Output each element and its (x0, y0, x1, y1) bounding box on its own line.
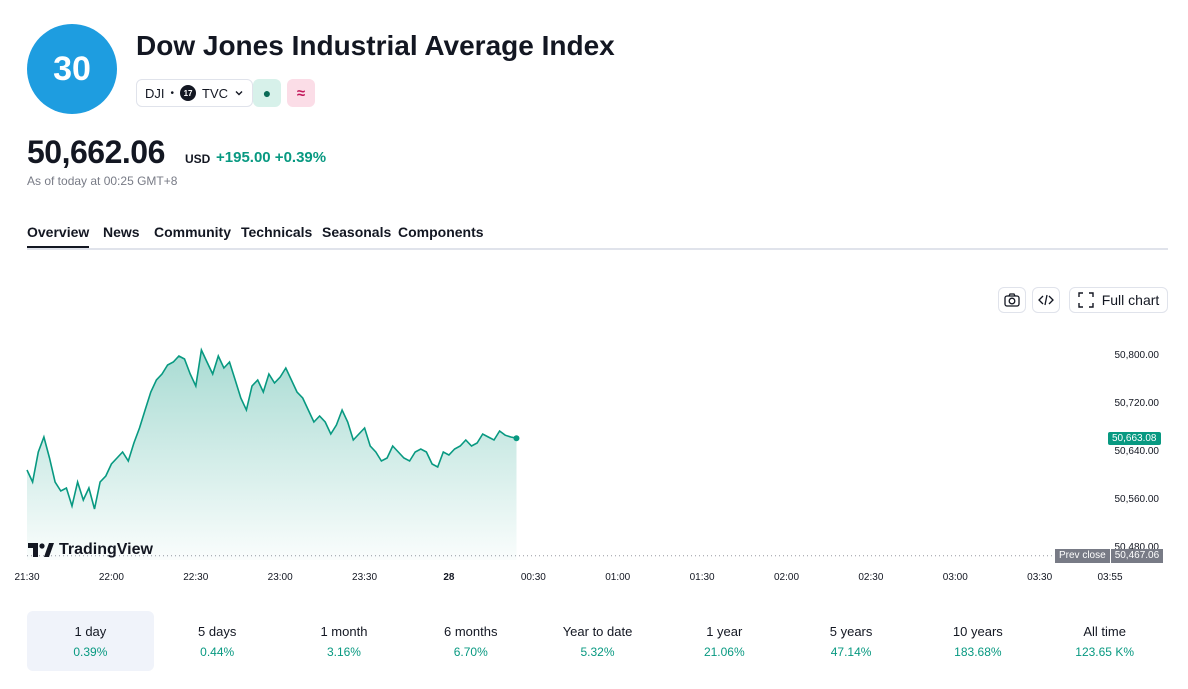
period-label: 1 year (706, 623, 743, 639)
period-label: 5 years (829, 623, 873, 639)
period-change-value: 47.14% (830, 644, 872, 659)
exchange-label: TVC (202, 85, 229, 101)
current-price: 50,662.06 (27, 134, 165, 170)
index-logo-badge: 30 (27, 24, 117, 114)
period-change-value: 3.16% (326, 644, 361, 659)
period-change-value: 21.06% (703, 644, 745, 659)
separator-dot-icon: • (170, 87, 175, 99)
x-axis-tick-label: 28 (443, 572, 455, 583)
price-currency: USD (185, 152, 211, 166)
x-axis-tick-label: 00:30 (520, 572, 546, 583)
tradingview-watermark: TradingView (28, 541, 153, 559)
x-axis-tick-label: 02:00 (773, 572, 800, 583)
period-label: 1 month (320, 623, 368, 639)
x-axis-tick-label: 21:30 (14, 572, 40, 583)
symbol-exchange-selector[interactable]: DJI • 17 TVC (136, 79, 254, 107)
y-axis-tick-label: 50,720.00 (1114, 398, 1160, 409)
period-button[interactable]: 6 months 6.70% (407, 611, 534, 671)
prev-close-value: 50,467.06 (1110, 549, 1164, 563)
period-button[interactable]: 10 years 183.68% (914, 611, 1041, 671)
delayed-data-button[interactable]: ≈ (287, 79, 315, 107)
price-change: +195.00 +0.39% (216, 149, 327, 166)
tab-components[interactable]: Components (398, 224, 484, 240)
period-button[interactable]: 5 days 0.44% (154, 611, 281, 671)
x-axis-tick-label: 03:30 (1027, 572, 1053, 583)
period-change-value: 0.44% (200, 644, 235, 659)
period-label: All time (1083, 623, 1126, 639)
period-change-value: 0.39% (73, 644, 108, 659)
period-change-value: 123.65 K% (1075, 644, 1134, 659)
page-title: Dow Jones Industrial Average Index (136, 30, 615, 61)
period-change-value: 183.68% (954, 644, 1002, 659)
full-chart-label: Full chart (1101, 292, 1160, 308)
tab-community[interactable]: Community (154, 224, 231, 240)
section-tabs: Overview News Community Technicals Seaso… (27, 224, 1168, 250)
period-label: Year to date (562, 623, 633, 639)
fullscreen-icon (1078, 292, 1094, 308)
market-status-button[interactable]: ● (253, 79, 281, 107)
symbol-label: DJI (145, 85, 165, 101)
quote-timestamp: As of today at 00:25 GMT+8 (27, 174, 178, 188)
y-axis-tick-label: 50,800.00 (1114, 350, 1160, 361)
last-price-tag: 50,663.08 (1108, 432, 1161, 445)
code-icon (1038, 294, 1054, 306)
full-chart-button[interactable]: Full chart (1069, 287, 1168, 313)
snapshot-button[interactable] (998, 287, 1026, 313)
period-change-value: 6.70% (453, 644, 488, 659)
period-label: 1 day (74, 623, 107, 639)
period-button[interactable]: 1 month 3.16% (281, 611, 408, 671)
x-axis-tick-label: 22:30 (183, 572, 209, 583)
tab-seasonals[interactable]: Seasonals (322, 224, 392, 240)
x-axis-tick-label: 03:00 (942, 572, 968, 583)
x-axis-tick-label: 02:30 (858, 572, 884, 583)
prev-close-label: Prev close (1055, 549, 1110, 563)
x-axis-tick-label: 23:30 (352, 572, 378, 583)
period-button[interactable]: All time 123.65 K% (1041, 611, 1168, 671)
price-line (26, 347, 517, 510)
period-button[interactable]: 5 years 47.14% (788, 611, 915, 671)
x-axis-tick-label: 01:00 (605, 572, 631, 583)
y-axis-tick-label: 50,560.00 (1114, 494, 1160, 505)
camera-icon (1004, 293, 1020, 307)
tab-technicals[interactable]: Technicals (241, 224, 313, 240)
x-axis-tick-label: 23:00 (267, 572, 293, 583)
period-label: 5 days (198, 623, 237, 639)
tradingview-logo-icon (28, 543, 54, 557)
period-button[interactable]: Year to date 5.32% (534, 611, 661, 671)
delayed-data-icon: ≈ (296, 84, 306, 102)
period-change-value: 5.32% (580, 644, 615, 659)
period-button[interactable]: 1 day 0.39% (27, 611, 154, 671)
period-label: 6 months (443, 623, 498, 639)
x-axis-tick-label: 01:30 (689, 572, 715, 583)
y-axis-tick-label: 50,640.00 (1114, 446, 1160, 457)
tab-news[interactable]: News (103, 224, 140, 240)
period-label: 10 years (952, 623, 1003, 639)
market-open-icon: ● (262, 85, 272, 101)
price-chart[interactable] (0, 320, 1188, 570)
last-price-point (513, 435, 520, 442)
performance-periods: 1 day 0.39% 5 days 0.44% 1 month 3.16% 6 month… (27, 611, 1168, 671)
exchange-logo-icon: 17 (180, 85, 197, 101)
tradingview-brand-label: TradingView (59, 541, 153, 558)
embed-code-button[interactable] (1032, 287, 1060, 313)
chevron-down-icon (235, 91, 243, 96)
y-axis-tick-label: 50,480.00 (1114, 542, 1160, 553)
x-axis-tick-label: 03:55 (1097, 572, 1123, 583)
price-area-fill (27, 350, 517, 560)
prev-close-tag: Prev close 50,467.06 (1055, 549, 1164, 563)
tab-overview[interactable]: Overview (27, 224, 90, 248)
period-button[interactable]: 1 year 21.06% (661, 611, 788, 671)
x-axis-tick-label: 22:00 (98, 572, 124, 583)
